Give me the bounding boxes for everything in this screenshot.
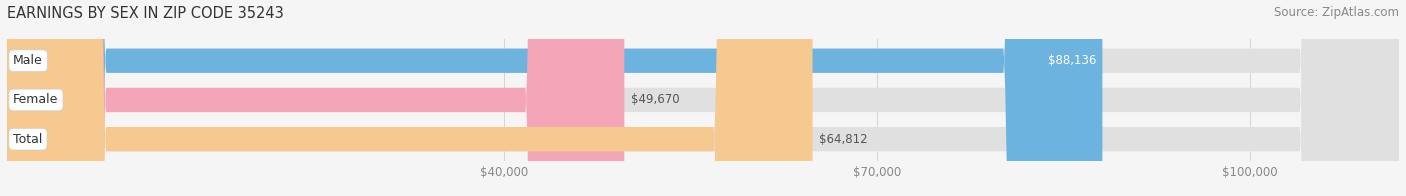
Text: Source: ZipAtlas.com: Source: ZipAtlas.com xyxy=(1274,6,1399,19)
FancyBboxPatch shape xyxy=(7,0,1399,196)
Text: $49,670: $49,670 xyxy=(630,93,679,106)
FancyBboxPatch shape xyxy=(7,0,1102,196)
FancyBboxPatch shape xyxy=(7,0,813,196)
Text: $88,136: $88,136 xyxy=(1047,54,1097,67)
FancyBboxPatch shape xyxy=(7,0,1399,196)
Text: Male: Male xyxy=(13,54,44,67)
Text: $64,812: $64,812 xyxy=(818,133,868,146)
Text: EARNINGS BY SEX IN ZIP CODE 35243: EARNINGS BY SEX IN ZIP CODE 35243 xyxy=(7,6,284,21)
FancyBboxPatch shape xyxy=(7,0,1399,196)
Text: Total: Total xyxy=(13,133,42,146)
Text: Female: Female xyxy=(13,93,59,106)
FancyBboxPatch shape xyxy=(7,0,624,196)
